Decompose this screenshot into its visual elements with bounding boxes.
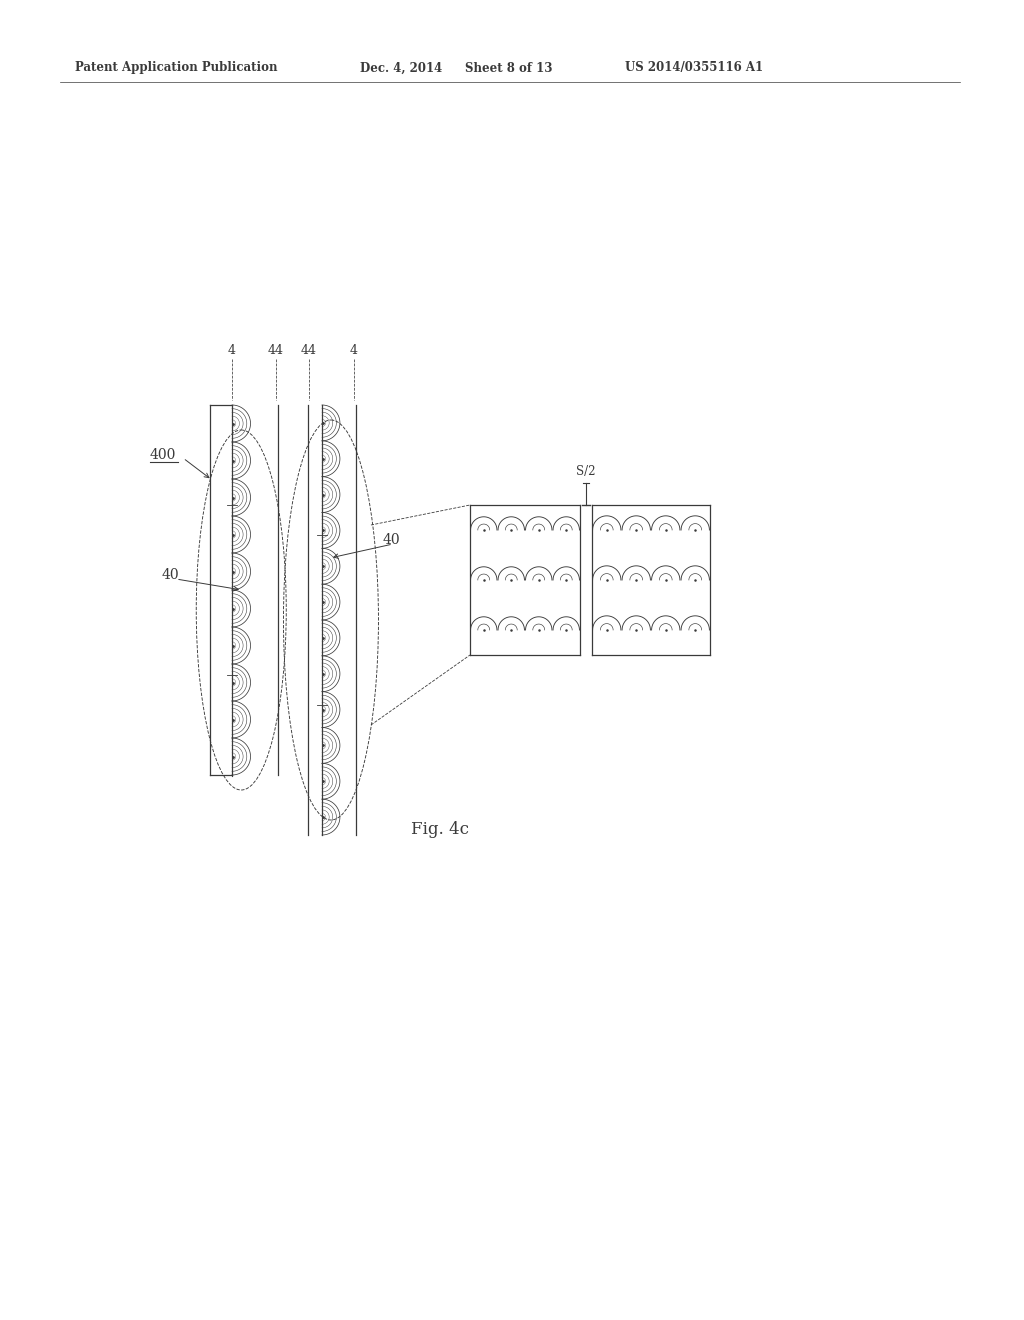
Text: 4: 4 bbox=[350, 345, 358, 356]
Text: Dec. 4, 2014: Dec. 4, 2014 bbox=[360, 62, 442, 74]
Text: 44: 44 bbox=[268, 345, 284, 356]
Text: S/2: S/2 bbox=[577, 465, 596, 478]
Text: Sheet 8 of 13: Sheet 8 of 13 bbox=[465, 62, 553, 74]
Text: 44: 44 bbox=[301, 345, 317, 356]
Text: Fig. 4c: Fig. 4c bbox=[411, 821, 469, 838]
Text: US 2014/0355116 A1: US 2014/0355116 A1 bbox=[625, 62, 763, 74]
Text: Patent Application Publication: Patent Application Publication bbox=[75, 62, 278, 74]
Text: 4: 4 bbox=[228, 345, 236, 356]
Text: 40: 40 bbox=[162, 568, 179, 582]
Text: 40: 40 bbox=[383, 533, 400, 546]
Text: 400: 400 bbox=[150, 447, 176, 462]
